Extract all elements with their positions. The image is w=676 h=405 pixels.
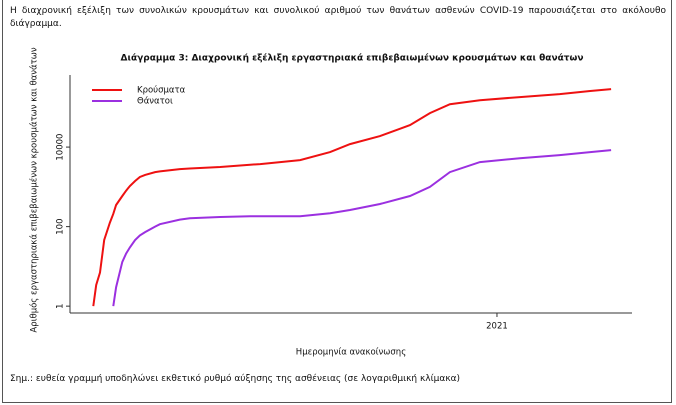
note-text: Σημ.: ευθεία γραμμή υποδηλώνει εκθετικό … bbox=[10, 374, 461, 384]
y-tick-label: 100 bbox=[56, 219, 66, 235]
y-axis-label: Αριθμός εργαστηριακά επιβεβαιωμένων κρου… bbox=[29, 47, 40, 332]
series-line bbox=[92, 88, 612, 307]
legend-label: Θάνατοι bbox=[137, 97, 173, 107]
legend-label: Κρούσματα bbox=[137, 85, 186, 96]
x-axis-label: Ημερομηνία ανακοίνωσης bbox=[296, 348, 406, 358]
series-line bbox=[112, 149, 612, 307]
intro-text: Η διαχρονική εξέλιξη των συνολικών κρουσ… bbox=[10, 6, 666, 29]
chart: Διάγραμμα 3: Διαχρονική εξέλιξη εργαστηρ… bbox=[29, 47, 632, 358]
y-tick-label: 10000 bbox=[56, 134, 66, 161]
y-tick-label: 1 bbox=[56, 303, 66, 308]
x-tick-label: 2021 bbox=[486, 322, 508, 332]
chart-title: Διάγραμμα 3: Διαχρονική εξέλιξη εργαστηρ… bbox=[120, 53, 583, 64]
